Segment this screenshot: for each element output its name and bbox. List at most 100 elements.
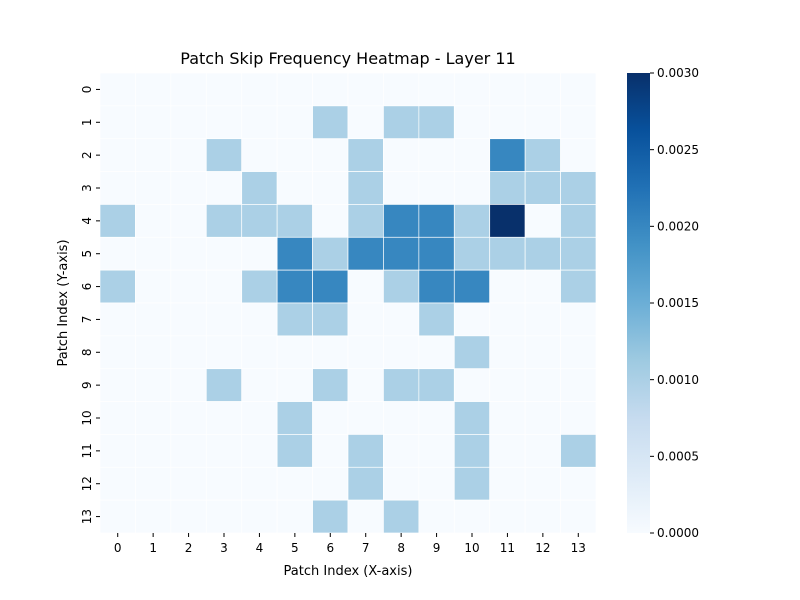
heatmap-cell bbox=[524, 335, 561, 370]
heatmap-cell bbox=[560, 105, 597, 140]
heatmap-cell bbox=[383, 499, 420, 534]
y-tick-label: 1 bbox=[80, 118, 94, 126]
heatmap-cell bbox=[205, 335, 243, 370]
heatmap-cell bbox=[170, 204, 207, 238]
heatmap-cell bbox=[383, 269, 420, 304]
x-tick-label: 9 bbox=[433, 541, 441, 555]
x-tick-label: 8 bbox=[397, 541, 405, 555]
heatmap-cell bbox=[524, 302, 561, 337]
heatmap-cell bbox=[347, 72, 384, 107]
x-axis-label: Patch Index (X-axis) bbox=[284, 564, 413, 579]
heatmap-cell bbox=[453, 466, 491, 501]
heatmap-cell bbox=[276, 72, 313, 107]
heatmap-cell bbox=[205, 204, 243, 238]
x-tick-label: 10 bbox=[464, 541, 479, 555]
heatmap-cell bbox=[489, 401, 526, 435]
heatmap-cell bbox=[241, 401, 278, 435]
heatmap-cell bbox=[418, 499, 455, 534]
heatmap-cell bbox=[99, 171, 136, 205]
heatmap-cell bbox=[524, 466, 561, 501]
heatmap-cell bbox=[312, 171, 349, 205]
x-tick-label: 4 bbox=[256, 541, 264, 555]
heatmap-cell bbox=[347, 138, 384, 172]
heatmap-cell bbox=[418, 171, 455, 205]
heatmap-cell bbox=[170, 269, 207, 304]
y-tick-label: 8 bbox=[80, 348, 94, 356]
heatmap-cell bbox=[276, 401, 313, 435]
heatmap-cell bbox=[453, 138, 491, 172]
heatmap-cell bbox=[135, 138, 172, 172]
heatmap-cell bbox=[135, 499, 172, 534]
heatmap-cell bbox=[205, 499, 243, 534]
heatmap-cell bbox=[170, 335, 207, 370]
heatmap-cell bbox=[383, 105, 420, 140]
heatmap-cell bbox=[170, 401, 207, 435]
heatmap-cell bbox=[170, 434, 207, 468]
heatmap-cell bbox=[560, 368, 597, 402]
y-tick-label: 7 bbox=[80, 316, 94, 324]
heatmap-cell bbox=[170, 236, 207, 271]
y-tick-label: 11 bbox=[80, 443, 94, 458]
heatmap-cell bbox=[312, 105, 349, 140]
heatmap-cell bbox=[524, 434, 561, 468]
x-tick-label: 13 bbox=[571, 541, 586, 555]
heatmap-cell bbox=[383, 236, 420, 271]
heatmap-cell bbox=[99, 72, 136, 107]
heatmap-cell bbox=[453, 72, 491, 107]
heatmap-cell bbox=[489, 105, 526, 140]
heatmap-cell bbox=[524, 72, 561, 107]
heatmap-cell bbox=[99, 499, 136, 534]
heatmap-cell bbox=[241, 204, 278, 238]
heatmap-cell bbox=[489, 138, 526, 172]
x-tick-label: 1 bbox=[149, 541, 157, 555]
colorbar-tick-label: 0.0025 bbox=[657, 143, 699, 157]
heatmap-cell bbox=[276, 269, 313, 304]
heatmap-cell bbox=[383, 138, 420, 172]
heatmap-cell bbox=[383, 72, 420, 107]
y-tick-label: 13 bbox=[80, 509, 94, 524]
heatmap-cell bbox=[347, 204, 384, 238]
heatmap-cell bbox=[418, 466, 455, 501]
heatmap-cell bbox=[347, 335, 384, 370]
heatmap-cell bbox=[347, 302, 384, 337]
heatmap-cell bbox=[135, 72, 172, 107]
heatmap-cell bbox=[453, 499, 491, 534]
heatmap-cell bbox=[241, 466, 278, 501]
heatmap-cell bbox=[276, 105, 313, 140]
heatmap-cell bbox=[418, 401, 455, 435]
heatmap-cell bbox=[560, 72, 597, 107]
heatmap-cell bbox=[347, 368, 384, 402]
heatmap-cell bbox=[560, 499, 597, 534]
heatmap-cell bbox=[312, 72, 349, 107]
heatmap-cell bbox=[453, 434, 491, 468]
heatmap-cell bbox=[135, 434, 172, 468]
heatmap-cell bbox=[560, 302, 597, 337]
heatmap-cell bbox=[560, 335, 597, 370]
heatmap-cell bbox=[241, 434, 278, 468]
heatmap-cell bbox=[418, 335, 455, 370]
heatmap-cell bbox=[489, 269, 526, 304]
heatmap-cell bbox=[524, 171, 561, 205]
heatmap-cell bbox=[135, 302, 172, 337]
heatmap-cell bbox=[99, 138, 136, 172]
heatmap-cell bbox=[560, 401, 597, 435]
heatmap-cell bbox=[383, 466, 420, 501]
heatmap-cell bbox=[524, 204, 561, 238]
heatmap-cell bbox=[135, 204, 172, 238]
heatmap-cell bbox=[205, 466, 243, 501]
heatmap-cell bbox=[276, 302, 313, 337]
heatmap-cell bbox=[276, 434, 313, 468]
heatmap-cell bbox=[489, 204, 526, 238]
heatmap-cell bbox=[312, 499, 349, 534]
heatmap-cell bbox=[489, 171, 526, 205]
heatmap-cell bbox=[170, 138, 207, 172]
heatmap-cell bbox=[99, 302, 136, 337]
heatmap-cell bbox=[205, 269, 243, 304]
heatmap-cell bbox=[170, 72, 207, 107]
heatmap-cell bbox=[99, 204, 136, 238]
heatmap-cell bbox=[524, 368, 561, 402]
heatmap-cell bbox=[170, 466, 207, 501]
heatmap-cell bbox=[205, 401, 243, 435]
heatmap-cell bbox=[524, 105, 561, 140]
heatmap-cell bbox=[524, 269, 561, 304]
